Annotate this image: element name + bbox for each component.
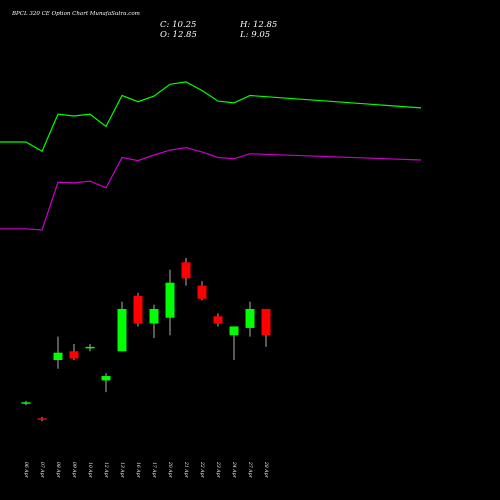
- candle-body: [37, 418, 47, 420]
- x-tick-label: 09 Apr: [71, 462, 77, 479]
- x-tick-label: 20 Apr: [167, 461, 173, 479]
- ohlc-high: H: 12.85: [239, 20, 277, 30]
- x-tick-label: 21 Apr: [183, 461, 189, 479]
- indicator-lines: [0, 81, 422, 231]
- chart-title: BPCL 320 CE Option Chart MunafaSutra.com: [11, 11, 140, 17]
- x-tick-label: 24 Apr: [231, 461, 237, 479]
- x-tick-label: 06 Apr: [23, 462, 29, 479]
- x-tick-label: 28 Apr: [263, 461, 269, 479]
- ohlc-open: O: 12.85: [160, 30, 197, 40]
- candle-body: [197, 285, 207, 299]
- candle-body: [69, 351, 79, 359]
- candle-body: [213, 316, 223, 324]
- candle-body: [245, 308, 255, 328]
- candle: [101, 373, 111, 393]
- candle-body: [117, 308, 127, 352]
- candle: [245, 301, 255, 337]
- candle: [213, 313, 223, 327]
- x-tick-label: 27 Apr: [247, 461, 253, 479]
- candle-body: [53, 352, 63, 360]
- candle-body: [101, 376, 111, 381]
- candle: [261, 308, 271, 347]
- lower-line: [0, 146, 422, 231]
- candle: [197, 281, 207, 301]
- x-tick-label: 22 Apr: [199, 461, 205, 479]
- candle-body: [181, 262, 191, 279]
- candle: [229, 326, 239, 360]
- candle-body: [133, 295, 143, 324]
- candle: [85, 343, 95, 352]
- candle: [53, 336, 63, 369]
- candle-body: [165, 282, 175, 318]
- candle-body: [21, 402, 31, 404]
- candle: [21, 400, 31, 406]
- candle: [149, 304, 159, 339]
- candle: [37, 416, 47, 422]
- x-tick-label: 08 Apr: [55, 462, 61, 479]
- candle-body: [149, 308, 159, 324]
- candle: [69, 343, 79, 360]
- ohlc-close: C: 10.25: [160, 20, 196, 30]
- candle-body: [229, 326, 239, 336]
- upper-line: [0, 81, 422, 153]
- x-tick-label: 23 Apr: [215, 461, 221, 479]
- candle: [181, 257, 191, 286]
- x-tick-label: 17 Apr: [151, 462, 157, 479]
- x-tick-label: 16 Apr: [135, 462, 141, 479]
- x-tick-label: 10 Apr: [87, 462, 93, 479]
- candle: [117, 301, 127, 352]
- x-tick-label: 13 Apr: [119, 462, 125, 479]
- candle: [133, 292, 143, 327]
- x-tick-label: 12 Apr: [103, 462, 109, 479]
- candle: [165, 269, 175, 336]
- candles: [21, 257, 271, 422]
- x-axis-ticks: 06 Apr 07 Apr 08 Apr 09 Apr 10 Apr 12 Apr 13 A…: [23, 461, 269, 479]
- candle-body: [85, 346, 95, 349]
- ohlc-low: L: 9.05: [239, 30, 270, 40]
- candle-body: [261, 308, 271, 336]
- x-tick-label: 07 Apr: [39, 462, 45, 479]
